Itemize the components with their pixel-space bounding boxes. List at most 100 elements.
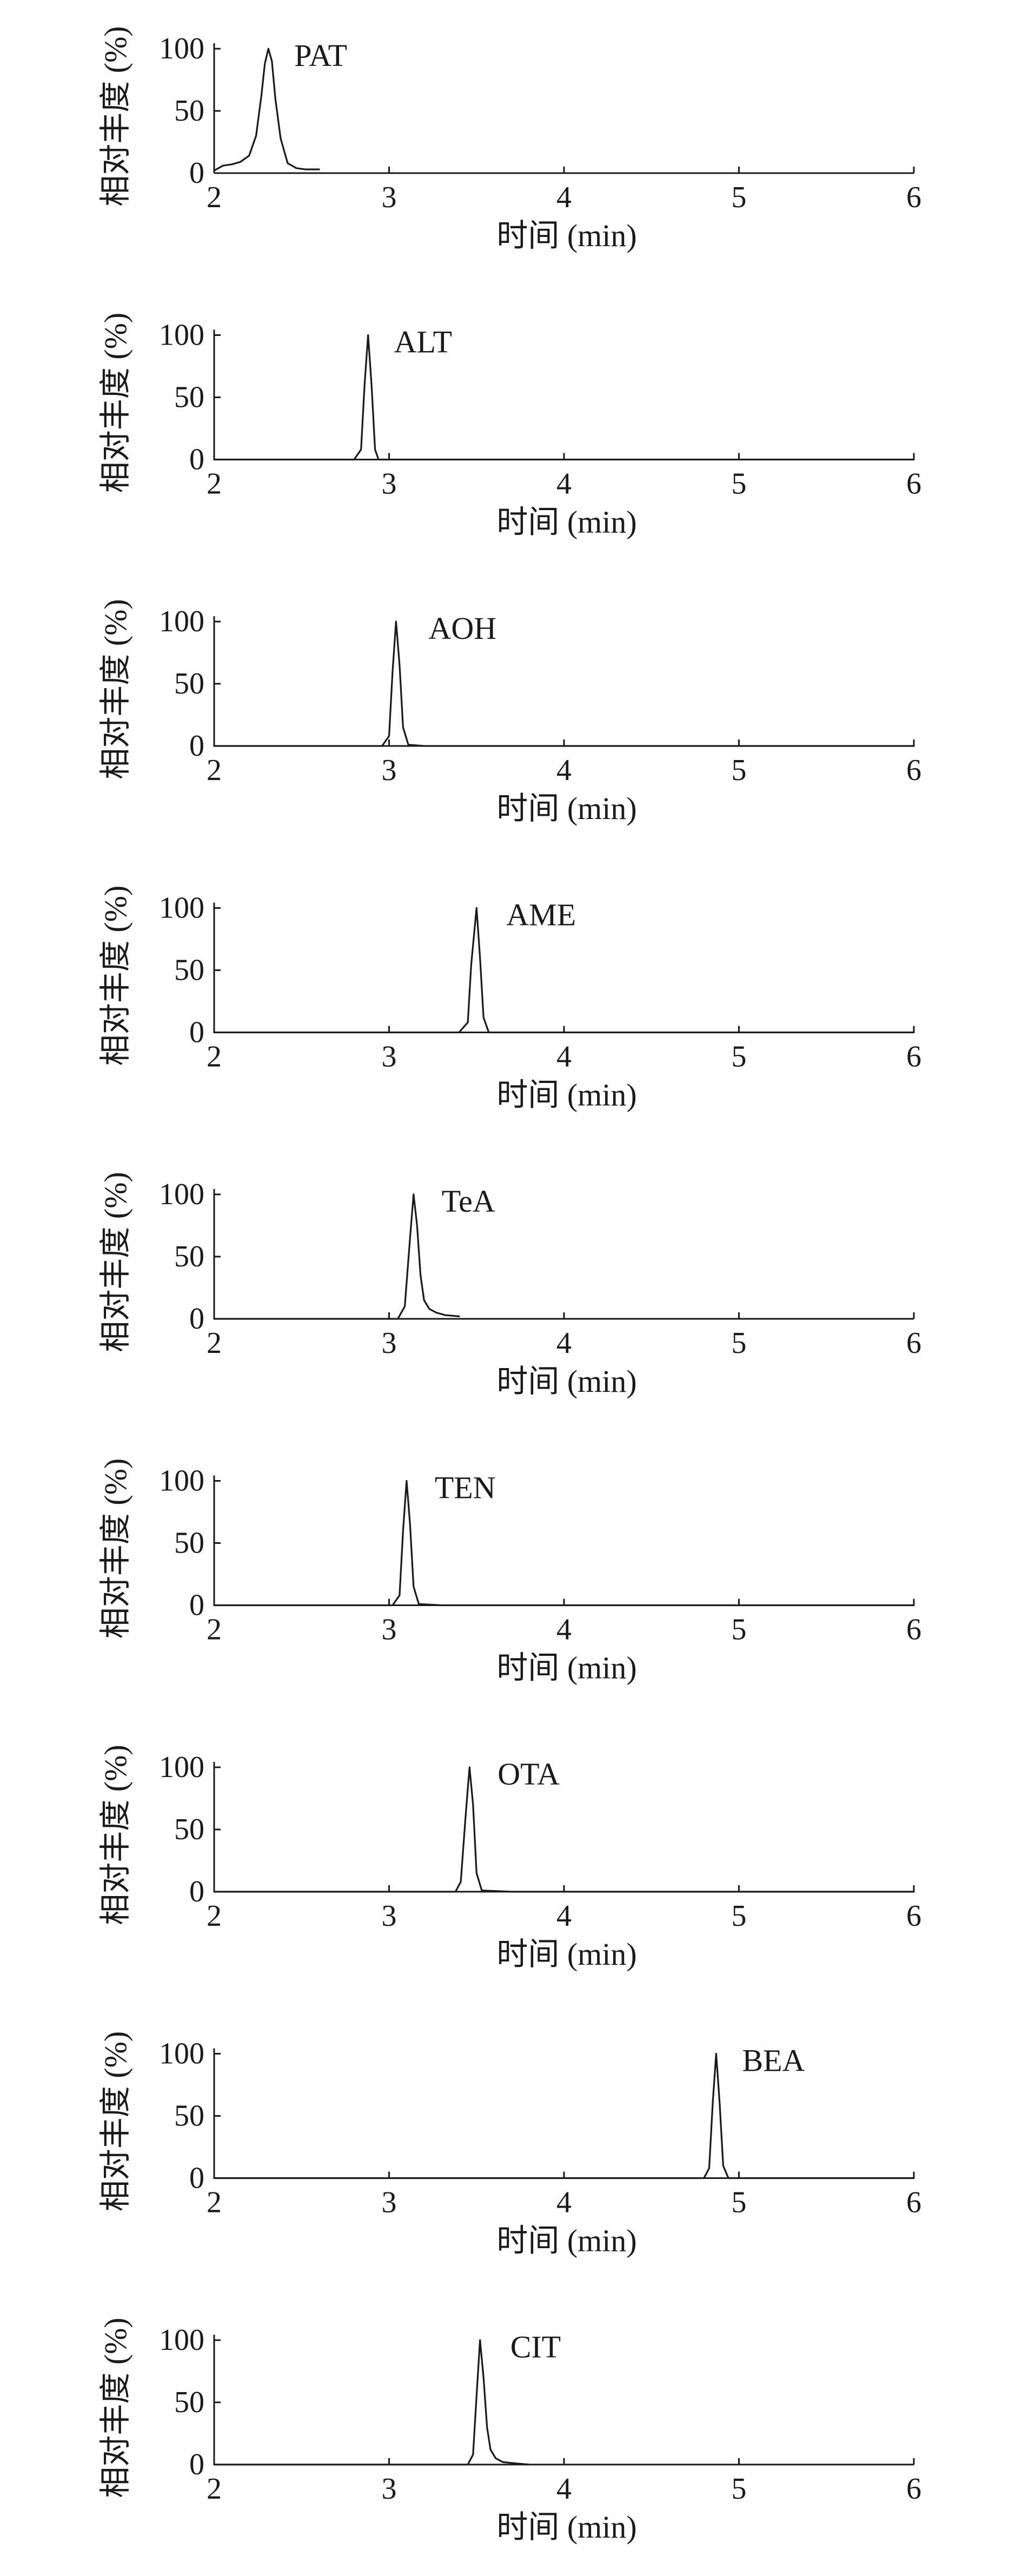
y-tick-label: 0 <box>189 443 204 477</box>
x-tick-label: 2 <box>207 1899 222 1933</box>
x-axis-title: 时间 (min) <box>496 505 636 540</box>
x-tick-label: 3 <box>382 2186 397 2220</box>
x-tick-label: 4 <box>556 1899 572 1933</box>
chromatogram-trace <box>213 1766 915 1893</box>
x-tick-label: 5 <box>732 1326 747 1360</box>
y-tick-label: 50 <box>174 381 204 414</box>
y-axis-title: 相对丰度 (%) <box>98 1458 133 1639</box>
chart-panel-pat: 0 50 100 2 3 4 5 6 时间 (min) 相对丰度 (%) PAT <box>98 26 921 253</box>
y-tick-label: 100 <box>159 605 204 638</box>
chromatogram-trace <box>213 620 915 747</box>
chart-panel-cit: 0 50 100 2 3 4 5 6 时间 (min) 相对丰度 (%) CIT <box>98 2317 921 2545</box>
x-axis-title: 时间 (min) <box>496 1364 636 1399</box>
y-tick-label: 50 <box>174 667 204 701</box>
chart-panel-ota: 0 50 100 2 3 4 5 6 时间 (min) 相对丰度 (%) OTA <box>98 1745 921 1972</box>
x-tick-label: 4 <box>556 181 572 214</box>
x-tick-label: 5 <box>732 754 747 787</box>
x-tick-label: 2 <box>207 181 222 214</box>
chromatogram-trace <box>213 1479 915 1607</box>
y-tick-label: 100 <box>159 1178 204 1211</box>
y-tick-label: 0 <box>189 1589 204 1622</box>
chart-panel-bea: 0 50 100 2 3 4 5 6 时间 (min) 相对丰度 (%) BEA <box>98 2031 921 2258</box>
y-tick-label: 0 <box>189 1016 204 1049</box>
chromatogram-trace <box>213 48 320 171</box>
x-tick-label: 4 <box>556 2186 572 2220</box>
x-tick-label: 6 <box>906 1899 921 1933</box>
x-tick-label: 4 <box>556 467 572 501</box>
peak-label: ALT <box>394 325 452 360</box>
y-tick-label: 0 <box>189 2448 204 2481</box>
peak-label: AOH <box>428 611 496 646</box>
x-tick-label: 6 <box>906 1040 921 1074</box>
x-tick-label: 6 <box>906 1326 921 1360</box>
x-tick-label: 4 <box>556 1326 572 1360</box>
y-axis-title: 相对丰度 (%) <box>98 599 133 779</box>
y-tick-label: 100 <box>159 1751 204 1784</box>
chromatogram-trace <box>213 2339 530 2466</box>
y-tick-label: 50 <box>174 1240 204 1273</box>
chromatogram-trace <box>213 2052 915 2179</box>
x-tick-label: 5 <box>732 1613 747 1647</box>
y-axis-title: 相对丰度 (%) <box>98 1172 133 1352</box>
y-tick-label: 0 <box>189 729 204 763</box>
x-tick-label: 4 <box>556 754 572 787</box>
y-tick-label: 50 <box>174 1527 204 1560</box>
y-tick-label: 50 <box>174 2386 204 2419</box>
peak-label: CIT <box>510 2329 561 2364</box>
y-tick-label: 50 <box>174 1813 204 1846</box>
y-tick-label: 0 <box>189 156 204 190</box>
x-tick-label: 2 <box>207 1613 222 1647</box>
x-tick-label: 5 <box>732 1899 747 1933</box>
peak-label: OTA <box>497 1756 560 1792</box>
x-axis-title: 时间 (min) <box>496 2509 636 2545</box>
x-tick-label: 6 <box>906 467 921 501</box>
y-tick-label: 100 <box>159 1464 204 1498</box>
x-tick-label: 5 <box>732 1040 747 1074</box>
x-tick-label: 2 <box>207 754 222 787</box>
y-tick-label: 100 <box>159 891 204 925</box>
x-tick-label: 2 <box>207 2186 222 2220</box>
y-tick-label: 0 <box>189 1875 204 1908</box>
x-axis-title: 时间 (min) <box>496 1078 636 1113</box>
y-axis-title: 相对丰度 (%) <box>98 2031 133 2211</box>
peak-label: PAT <box>294 38 347 73</box>
x-tick-label: 3 <box>382 1326 397 1360</box>
x-tick-label: 4 <box>556 1613 572 1647</box>
x-axis-title: 时间 (min) <box>496 1650 636 1686</box>
y-tick-label: 50 <box>174 954 204 987</box>
chart-panel-ame: 0 50 100 2 3 4 5 6 时间 (min) 相对丰度 (%) AME <box>98 886 921 1113</box>
y-tick-label: 50 <box>174 94 204 128</box>
x-tick-label: 6 <box>906 754 921 787</box>
x-tick-label: 2 <box>207 1326 222 1360</box>
y-tick-label: 100 <box>159 319 204 352</box>
y-axis-title: 相对丰度 (%) <box>98 313 133 493</box>
x-axis-title: 时间 (min) <box>496 2223 636 2258</box>
x-tick-label: 3 <box>382 2472 397 2506</box>
x-tick-label: 5 <box>732 181 747 214</box>
y-tick-label: 0 <box>189 2162 204 2195</box>
peak-label: BEA <box>742 2043 805 2078</box>
y-axis-title: 相对丰度 (%) <box>98 1745 133 1925</box>
y-tick-label: 100 <box>159 2323 204 2357</box>
x-axis-title: 时间 (min) <box>496 1937 636 1972</box>
y-tick-label: 100 <box>159 32 204 65</box>
chart-panel-aoh: 0 50 100 2 3 4 5 6 时间 (min) 相对丰度 (%) AOH <box>98 599 921 826</box>
y-axis-title: 相对丰度 (%) <box>98 2317 133 2498</box>
y-axis-title: 相对丰度 (%) <box>98 26 133 206</box>
peak-label: AME <box>506 897 576 933</box>
x-tick-label: 5 <box>732 2472 747 2506</box>
x-tick-label: 3 <box>382 181 397 214</box>
x-tick-label: 6 <box>906 2472 921 2506</box>
x-axis-title: 时间 (min) <box>496 791 636 826</box>
x-tick-label: 5 <box>732 467 747 501</box>
chromatogram-trace <box>213 1193 460 1320</box>
peak-label: TeA <box>442 1184 495 1219</box>
x-tick-label: 2 <box>207 2472 222 2506</box>
x-tick-label: 6 <box>906 181 921 214</box>
x-tick-label: 2 <box>207 1040 222 1074</box>
y-tick-label: 100 <box>159 2037 204 2071</box>
x-tick-label: 3 <box>382 1899 397 1933</box>
y-tick-label: 0 <box>189 1302 204 1336</box>
x-tick-label: 4 <box>556 1040 572 1074</box>
